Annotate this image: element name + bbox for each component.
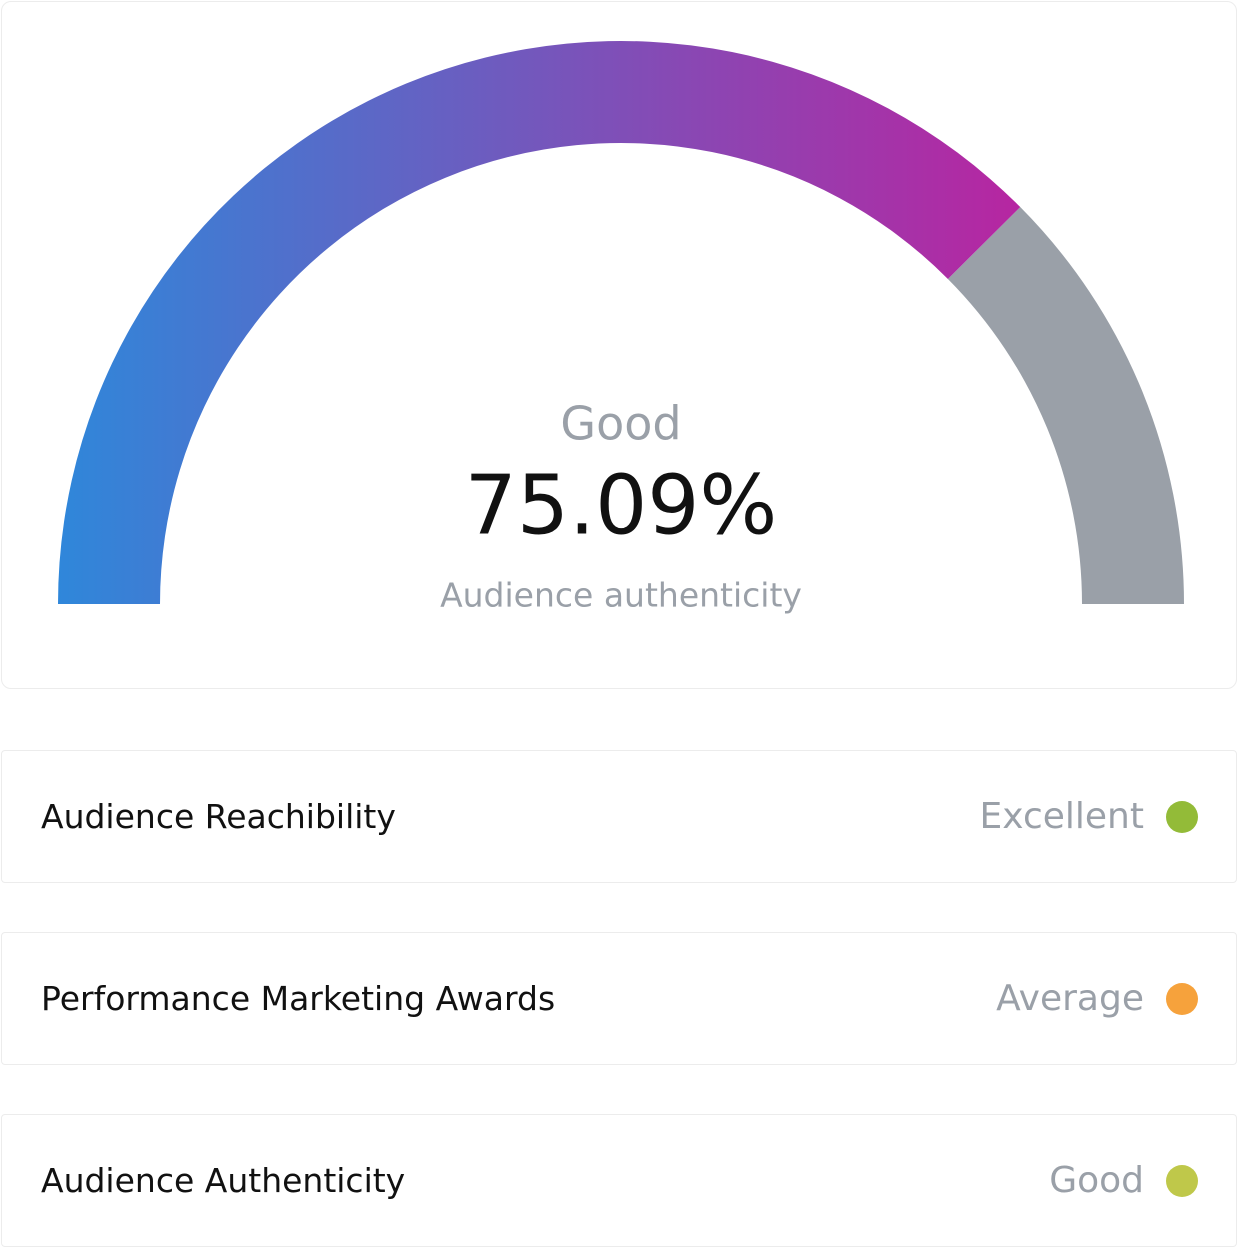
gauge-caption: Audience authenticity (440, 576, 802, 615)
gauge-rest (947, 207, 1184, 605)
status-dot (1166, 800, 1198, 833)
status-dot (1166, 1164, 1198, 1197)
metric-status: Excellent (979, 796, 1144, 837)
metric-row: Performance Marketing Awards Average (1, 932, 1237, 1065)
metric-name: Performance Marketing Awards (41, 979, 556, 1018)
metric-name: Audience Authenticity (41, 1161, 406, 1200)
metric-status: Good (1049, 1160, 1144, 1201)
gauge-status: Good (560, 397, 681, 451)
metric-name: Audience Reachibility (41, 797, 396, 836)
gauge-card: Good 75.09% Audience authenticity (1, 1, 1237, 689)
metric-row: Audience Authenticity Good (1, 1114, 1237, 1247)
gauge-arc (58, 40, 1021, 604)
status-dot (1166, 982, 1198, 1015)
gauge-value: 75.09% (465, 458, 778, 553)
gauge: Good 75.09% Audience authenticity (58, 40, 1184, 615)
metric-status: Average (996, 978, 1144, 1019)
metric-row: Audience Reachibility Excellent (1, 750, 1237, 883)
